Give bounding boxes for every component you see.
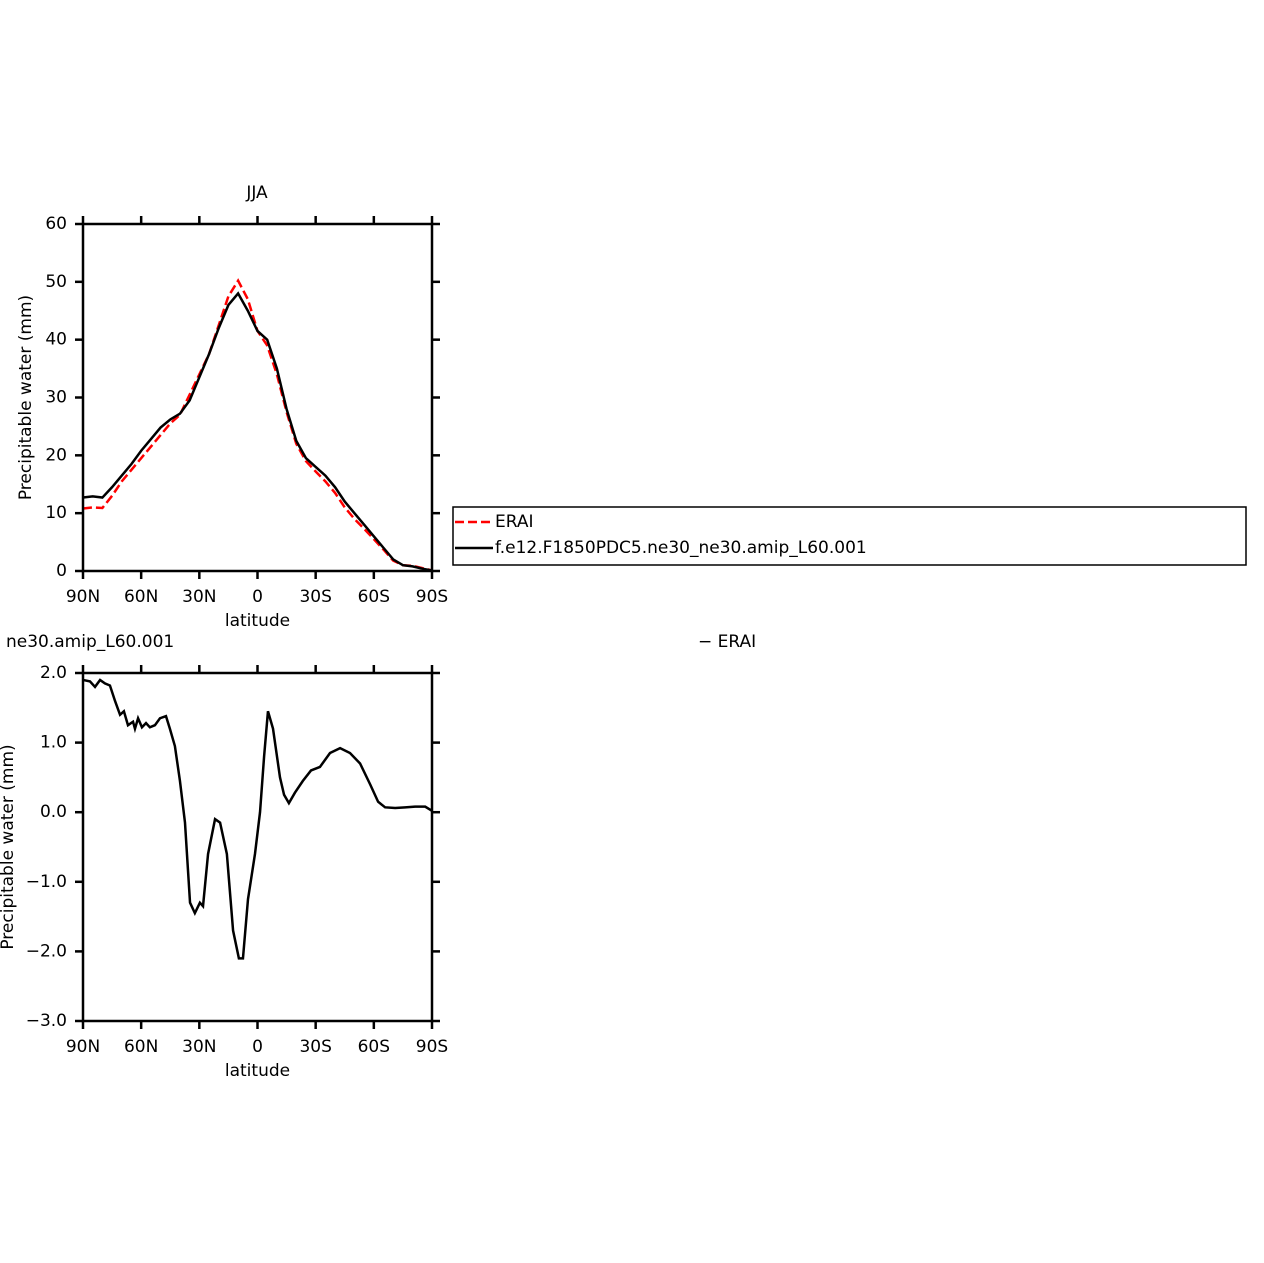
x-tick-label: 30S — [299, 1037, 331, 1057]
x-tick-label: 60S — [358, 587, 390, 607]
data-line — [82, 678, 433, 960]
data-line — [82, 291, 433, 572]
y-tick-label: 0.0 — [40, 802, 67, 822]
x-tick-label: 0 — [252, 587, 263, 607]
y-tick-label: 2.0 — [40, 663, 67, 683]
x-tick-label: 90S — [416, 587, 448, 607]
y-tick-label: 0 — [56, 561, 67, 581]
y-tick-label: −1.0 — [26, 872, 67, 892]
y-tick-label: 20 — [45, 445, 67, 465]
y-tick-label: −2.0 — [26, 941, 67, 961]
y-axis-label: Precipitable water (mm) — [0, 744, 18, 949]
x-tick-label: 90N — [66, 587, 100, 607]
x-axis-label: latitude — [225, 611, 290, 631]
plot-frame — [81, 671, 434, 1023]
y-tick-label: 30 — [45, 388, 67, 408]
x-tick-label: 30N — [182, 1037, 216, 1057]
legend-box — [452, 506, 1247, 566]
chart-title: ne30.amip_L60.001 — [6, 632, 174, 652]
legend-label: ERAI — [495, 512, 534, 532]
x-tick-label: 60N — [124, 587, 158, 607]
y-tick-label: 1.0 — [40, 733, 67, 753]
x-tick-label: 60N — [124, 1037, 158, 1057]
x-tick-label: 90S — [416, 1037, 448, 1057]
x-tick-label: 60S — [358, 1037, 390, 1057]
x-tick-label: 90N — [66, 1037, 100, 1057]
plot-frame — [81, 222, 434, 573]
y-axis-label-group: Precipitable water (mm) — [0, 744, 18, 950]
x-tick-label: 30S — [299, 587, 331, 607]
chart-title: JJA — [245, 183, 268, 203]
chart-title-right: − ERAI — [698, 632, 756, 652]
y-axis-label: Precipitable water (mm) — [16, 295, 36, 500]
data-line — [82, 278, 433, 572]
y-tick-label: −3.0 — [26, 1011, 67, 1031]
y-tick-label: 50 — [45, 272, 67, 292]
x-tick-label: 0 — [252, 1037, 263, 1057]
x-tick-label: 30N — [182, 587, 216, 607]
x-axis-label: latitude — [225, 1061, 290, 1081]
y-tick-label: 10 — [45, 503, 67, 523]
y-axis-label-group: Precipitable water (mm) — [16, 295, 36, 500]
legend-label: f.e12.F1850PDC5.ne30_ne30.amip_L60.001 — [495, 538, 867, 558]
y-tick-label: 60 — [45, 214, 67, 234]
y-tick-label: 40 — [45, 330, 67, 350]
